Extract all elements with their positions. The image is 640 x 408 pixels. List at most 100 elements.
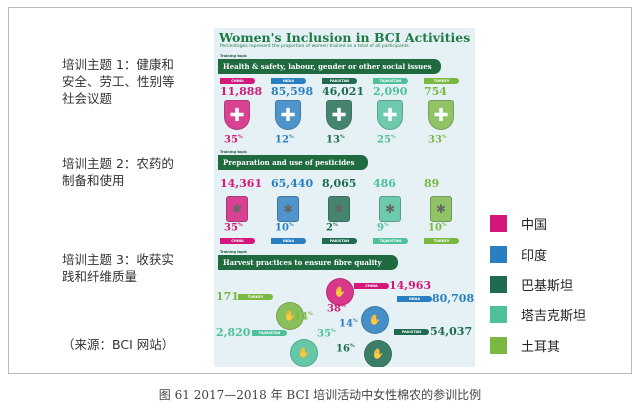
legend-label: 塔吉克斯坦 — [521, 309, 587, 324]
country-tag: CHINA — [354, 283, 389, 289]
percent-sign: % — [330, 328, 336, 334]
women-percentage: 33% — [428, 134, 447, 145]
women-percentage: 25% — [377, 134, 396, 145]
topic-2-label: 培训主题 2：农药的 制备和使用 — [62, 155, 174, 189]
percent-value: 14 — [294, 311, 308, 323]
percent-sign: % — [307, 311, 313, 317]
women-percentage: 14% — [339, 318, 358, 329]
percent-value: 33 — [428, 134, 442, 146]
women-percentage: 14% — [294, 311, 313, 322]
section-title-bar: Preparation and use of pesticides — [218, 155, 368, 170]
legend-label: 土耳其 — [521, 340, 561, 355]
text-line: 培训主题 3：收获实 — [62, 252, 174, 267]
country-tag: TAJIKISTAN — [373, 78, 408, 84]
country-tag: PAKISTAN — [322, 238, 357, 244]
percent-value: 16 — [336, 343, 350, 355]
pesticide-bottle-icon: ✱ — [328, 196, 350, 222]
shield-cross-icon: ✚ — [224, 100, 250, 130]
country-tag: PAKISTAN — [322, 78, 357, 84]
percent-sign: % — [339, 134, 345, 140]
trained-count: 486 — [373, 177, 396, 190]
women-percentage: 38% — [327, 303, 346, 314]
pesticide-bottle-icon: ✱ — [430, 196, 452, 222]
topic-3-label: 培训主题 3：收获实 践和纤维质量 — [62, 251, 174, 285]
country-tag: INDIA — [271, 238, 306, 244]
trained-count: 14,361 — [220, 177, 263, 190]
trained-count: 754 — [424, 85, 447, 98]
pesticide-bottle-icon: ✱ — [226, 196, 248, 222]
pesticide-bottle-icon: ✱ — [277, 196, 299, 222]
legend-swatch — [490, 276, 507, 293]
text-line: 践和纤维质量 — [62, 269, 138, 284]
legend-swatch — [490, 306, 507, 323]
shield-cross-icon: ✚ — [428, 100, 454, 130]
percent-sign: % — [340, 303, 346, 309]
trained-count: 80,708 — [432, 292, 475, 305]
percent-value: 9 — [377, 222, 384, 234]
percent-value: 12 — [275, 134, 289, 146]
country-tag: TAJIKISTAN — [252, 330, 287, 336]
text-line: 社会议题 — [62, 91, 113, 106]
trained-count: 54,037 — [430, 325, 473, 338]
women-percentage: 35% — [224, 222, 243, 233]
percent-sign: % — [390, 134, 396, 140]
percent-sign: % — [441, 222, 447, 228]
legend-swatch — [490, 246, 507, 263]
shield-cross-icon: ✚ — [326, 100, 352, 130]
women-percentage: 9% — [377, 222, 389, 233]
percent-value: 10 — [275, 222, 289, 234]
topic-1-label: 培训主题 1：健康和 安全、劳工、性别等 社会议题 — [62, 56, 175, 107]
text-line: 安全、劳工、性别等 — [62, 74, 175, 89]
trained-count: 8,065 — [322, 177, 357, 190]
trained-count: 11,888 — [220, 85, 263, 98]
women-percentage: 10% — [428, 222, 447, 233]
country-tag: TURKEY — [238, 294, 273, 300]
percent-value: 25 — [377, 134, 391, 146]
cotton-hand-icon: ✋ — [364, 340, 392, 367]
legend-item: 塔吉克斯坦 — [490, 305, 586, 324]
cotton-hand-icon: ✋ — [290, 339, 318, 367]
percent-sign: % — [352, 318, 358, 324]
percent-value: 35 — [224, 134, 238, 146]
legend-item: 巴基斯坦 — [490, 275, 573, 294]
women-percentage: 12% — [275, 134, 294, 145]
legend-label: 巴基斯坦 — [521, 279, 574, 294]
figure-caption: 图 61 2017—2018 年 BCI 培训活动中女性棉农的参训比例 — [158, 388, 482, 402]
infographic-title: Women's Inclusion in BCI Activities — [219, 30, 471, 45]
percent-sign: % — [237, 222, 243, 228]
percent-value: 14 — [339, 318, 353, 330]
legend-label: 中国 — [521, 218, 548, 233]
country-tag: INDIA — [397, 296, 432, 302]
trained-count: 46,021 — [322, 85, 365, 98]
women-percentage: 35% — [224, 134, 243, 145]
percent-value: 35 — [224, 222, 238, 234]
percent-value: 2 — [326, 222, 333, 234]
legend-swatch — [490, 215, 507, 232]
women-percentage: 10% — [275, 222, 294, 233]
women-percentage: 16% — [336, 343, 355, 354]
trained-count: 65,440 — [271, 177, 314, 190]
percent-value: 10 — [428, 222, 442, 234]
country-tag: CHINA — [220, 238, 255, 244]
trained-count: 2,820 — [216, 326, 251, 339]
training-topic-label: Training topic — [220, 150, 248, 154]
percent-sign: % — [332, 222, 338, 228]
percent-sign: % — [288, 222, 294, 228]
legend-item: 印度 — [490, 245, 547, 264]
training-topic-label: Training topic — [220, 250, 248, 254]
percent-sign: % — [383, 222, 389, 228]
women-percentage: 13% — [326, 134, 345, 145]
cotton-hand-icon: ✋ — [326, 278, 354, 306]
country-tag: INDIA — [271, 78, 306, 84]
infographic: Women's Inclusion in BCI Activities Perc… — [214, 28, 475, 367]
percent-value: 13 — [326, 134, 340, 146]
trained-count: 14,963 — [389, 279, 432, 292]
legend-label: 印度 — [521, 249, 548, 264]
country-tag: TURKEY — [424, 238, 459, 244]
country-tag: PAKISTAN — [394, 329, 429, 335]
text-line: 制备和使用 — [62, 173, 125, 188]
percent-sign: % — [237, 134, 243, 140]
legend-item: 土耳其 — [490, 336, 560, 355]
section-title-bar: Health & safety, labour, gender or other… — [218, 59, 441, 74]
country-tag: TURKEY — [424, 78, 459, 84]
